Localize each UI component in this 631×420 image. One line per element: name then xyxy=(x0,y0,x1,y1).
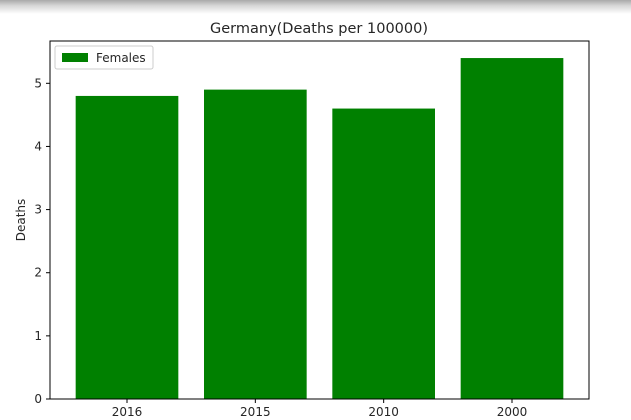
axes-frame xyxy=(49,40,590,400)
bar-2010 xyxy=(332,108,435,399)
chart-title: Germany(Deaths per 100000) xyxy=(210,21,428,37)
bar-2000 xyxy=(460,58,564,400)
x-tick-label: 2015 xyxy=(240,405,271,419)
y-tick-label: 2 xyxy=(34,266,42,280)
x-tick-label: 2010 xyxy=(368,405,399,419)
window-top-shadow xyxy=(0,0,631,14)
legend: Females xyxy=(54,45,154,70)
y-axis-label: Deaths xyxy=(14,199,28,242)
bar-2016 xyxy=(75,95,179,399)
bar-2015 xyxy=(204,89,307,400)
y-tick-label: 5 xyxy=(34,76,42,90)
y-tick-label: 0 xyxy=(34,392,42,406)
y-tick-label: 1 xyxy=(34,329,42,343)
y-tick-label: 3 xyxy=(34,203,42,217)
x-tick-label: 2000 xyxy=(497,405,528,419)
legend-swatch xyxy=(62,53,88,62)
x-tick-label: 2016 xyxy=(112,405,143,419)
y-tick-label: 4 xyxy=(34,139,42,153)
legend-box xyxy=(54,45,154,70)
legend-label: Females xyxy=(96,51,146,65)
